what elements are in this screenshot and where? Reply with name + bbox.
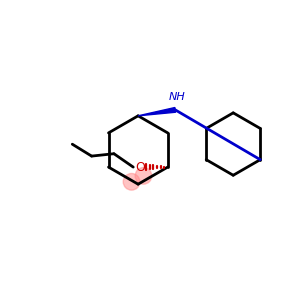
Circle shape [123,173,140,190]
Text: NH: NH [168,92,185,102]
Circle shape [135,167,152,184]
Polygon shape [138,107,176,116]
Text: O: O [135,160,145,174]
